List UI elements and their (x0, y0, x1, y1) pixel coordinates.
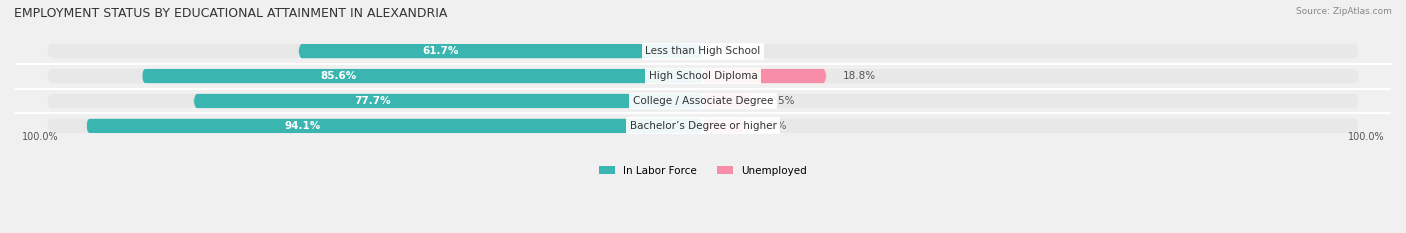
Text: 0.0%: 0.0% (720, 46, 745, 56)
FancyBboxPatch shape (142, 69, 703, 83)
Text: 6.3%: 6.3% (761, 121, 787, 131)
Text: 18.8%: 18.8% (842, 71, 876, 81)
FancyBboxPatch shape (298, 44, 703, 58)
FancyBboxPatch shape (48, 44, 1358, 58)
Legend: In Labor Force, Unemployed: In Labor Force, Unemployed (595, 161, 811, 180)
Text: 100.0%: 100.0% (21, 132, 58, 142)
FancyBboxPatch shape (194, 94, 703, 108)
Text: 61.7%: 61.7% (422, 46, 458, 56)
Text: Source: ZipAtlas.com: Source: ZipAtlas.com (1296, 7, 1392, 16)
FancyBboxPatch shape (703, 119, 744, 133)
FancyBboxPatch shape (48, 119, 1358, 133)
FancyBboxPatch shape (48, 94, 1358, 108)
Text: 85.6%: 85.6% (321, 71, 357, 81)
FancyBboxPatch shape (703, 69, 827, 83)
Text: 77.7%: 77.7% (354, 96, 391, 106)
Text: EMPLOYMENT STATUS BY EDUCATIONAL ATTAINMENT IN ALEXANDRIA: EMPLOYMENT STATUS BY EDUCATIONAL ATTAINM… (14, 7, 447, 20)
Text: 7.5%: 7.5% (769, 96, 794, 106)
Text: Bachelor’s Degree or higher: Bachelor’s Degree or higher (630, 121, 776, 131)
Text: Less than High School: Less than High School (645, 46, 761, 56)
Text: College / Associate Degree: College / Associate Degree (633, 96, 773, 106)
FancyBboxPatch shape (48, 69, 1358, 83)
Text: 94.1%: 94.1% (284, 121, 321, 131)
Text: 100.0%: 100.0% (1348, 132, 1385, 142)
FancyBboxPatch shape (86, 119, 703, 133)
FancyBboxPatch shape (703, 94, 752, 108)
Text: High School Diploma: High School Diploma (648, 71, 758, 81)
